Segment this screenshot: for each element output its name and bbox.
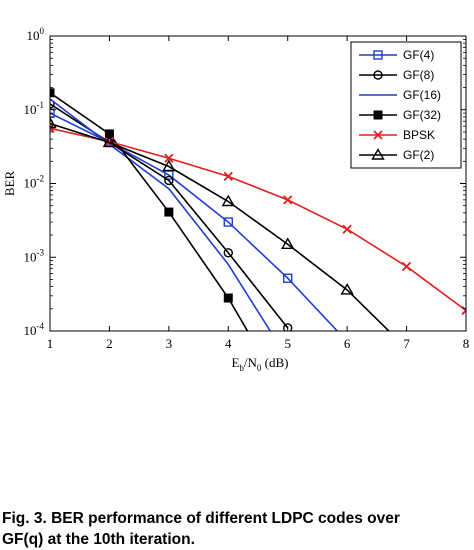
legend-marker — [371, 148, 385, 160]
x-marker-stroke — [461, 309, 466, 316]
series-gf16 — [50, 98, 272, 331]
y-tick-base: 10 — [24, 249, 37, 264]
data-point-gf2 — [102, 135, 117, 148]
x-tick-label: 7 — [403, 336, 410, 351]
data-point-gf2 — [280, 237, 295, 249]
y-tick-label: 10-2 — [24, 174, 45, 191]
x-axis-label-e-sub: b — [239, 363, 244, 373]
series-layer — [50, 88, 466, 353]
data-point-gf4 — [223, 217, 233, 227]
legend-box — [350, 41, 462, 169]
data-point-gf8 — [223, 248, 233, 258]
legend-label: GF(32) — [403, 108, 441, 122]
x-tick-label: 3 — [166, 336, 173, 351]
series-line-gf16 — [50, 98, 272, 331]
x-tick-label: 5 — [284, 336, 291, 351]
x-axis-label-slash: /N — [244, 355, 258, 370]
data-point-gf32 — [254, 345, 262, 353]
y-tick-exponent: 0 — [40, 26, 45, 36]
x-marker-stroke — [104, 136, 115, 147]
data-point-bpsk — [342, 224, 352, 234]
legend-label: GF(8) — [403, 68, 434, 82]
legend-label: GF(16) — [403, 88, 441, 102]
data-point-gf4 — [50, 108, 55, 118]
legend-marker — [373, 130, 383, 140]
x-marker-stroke — [373, 130, 383, 140]
x-marker-stroke — [401, 261, 412, 272]
figure-caption: Fig. 3. BER performance of different LDP… — [2, 510, 400, 548]
data-point-bpsk — [223, 171, 233, 181]
y-tick-label: 10-4 — [24, 321, 45, 338]
legend-label: GF(2) — [403, 148, 434, 162]
x-axis-label-e: E — [231, 355, 239, 370]
x-tick-label: 8 — [463, 336, 470, 351]
legend: GF(4) GF(8) GF(16) GF(32) BPSK GF(2) — [350, 41, 462, 169]
x-tick-label: 4 — [225, 336, 232, 351]
legend-entry-gf4: GF(4) — [359, 48, 434, 62]
legend-marker — [373, 70, 383, 80]
legend-entry-gf2: GF(2) — [359, 148, 434, 162]
x-tick-label: 2 — [106, 336, 113, 351]
x-tick-label: 1 — [47, 336, 54, 351]
x-marker-stroke — [342, 224, 352, 234]
data-point-gf2 — [162, 159, 176, 172]
y-tick-base: 10 — [24, 102, 37, 117]
y-tick-base: 10 — [27, 28, 40, 43]
data-point-bpsk — [401, 261, 412, 272]
legend-marker — [373, 50, 383, 60]
legend-entry-gf8: GF(8) — [359, 68, 434, 82]
y-tick-exponent: -2 — [37, 174, 45, 184]
x-marker-stroke — [50, 127, 55, 133]
data-point-gf32 — [50, 88, 55, 98]
axes-frame — [49, 35, 467, 332]
data-point-gf8 — [164, 175, 174, 186]
data-point-gf8 — [283, 323, 293, 331]
legend-entry-gf32: GF(32) — [359, 108, 441, 122]
legend-entry-bpsk: BPSK — [359, 128, 435, 142]
legend-label: GF(4) — [403, 48, 434, 62]
data-point-gf32 — [223, 293, 233, 303]
y-tick-base: 10 — [24, 176, 37, 191]
x-marker-stroke — [50, 123, 55, 130]
x-marker-stroke — [164, 153, 174, 163]
data-point-gf2 — [221, 194, 236, 207]
data-point-bpsk — [283, 195, 293, 205]
y-axis-label: BER — [2, 171, 17, 197]
y-tick-label: 10-3 — [24, 247, 45, 264]
x-marker-stroke — [223, 171, 233, 181]
legend-entry-gf16: GF(16) — [359, 88, 441, 102]
legend-marker — [373, 110, 383, 120]
series-line-gf2 — [50, 122, 390, 331]
y-tick-base: 10 — [24, 323, 37, 338]
x-axis-label-n-sub: 0 — [257, 363, 262, 373]
x-marker-stroke — [283, 195, 293, 205]
y-tick-exponent: -1 — [37, 100, 45, 110]
y-tick-label: 10-1 — [24, 100, 45, 117]
data-point-bpsk — [164, 153, 174, 163]
legend-label: BPSK — [403, 128, 435, 142]
data-point-bpsk — [50, 123, 55, 133]
y-tick-label: 100 — [27, 26, 45, 43]
data-point-gf2 — [340, 283, 354, 295]
x-axis-label: Eb/N0 (dB) — [231, 355, 288, 373]
data-point-bpsk — [461, 305, 466, 316]
data-point-gf8 — [50, 99, 55, 109]
x-tick-label: 6 — [344, 336, 351, 351]
data-point-gf2 — [50, 116, 57, 129]
y-tick-exponent: -4 — [37, 321, 45, 331]
series-gf2 — [50, 116, 390, 331]
y-tick-exponent: -3 — [37, 247, 45, 257]
x-marker-stroke — [461, 305, 466, 312]
data-point-gf32 — [164, 207, 174, 217]
data-point-gf4 — [283, 273, 293, 283]
series-line-bpsk — [50, 127, 466, 312]
x-axis-label-unit: (dB) — [261, 355, 288, 370]
